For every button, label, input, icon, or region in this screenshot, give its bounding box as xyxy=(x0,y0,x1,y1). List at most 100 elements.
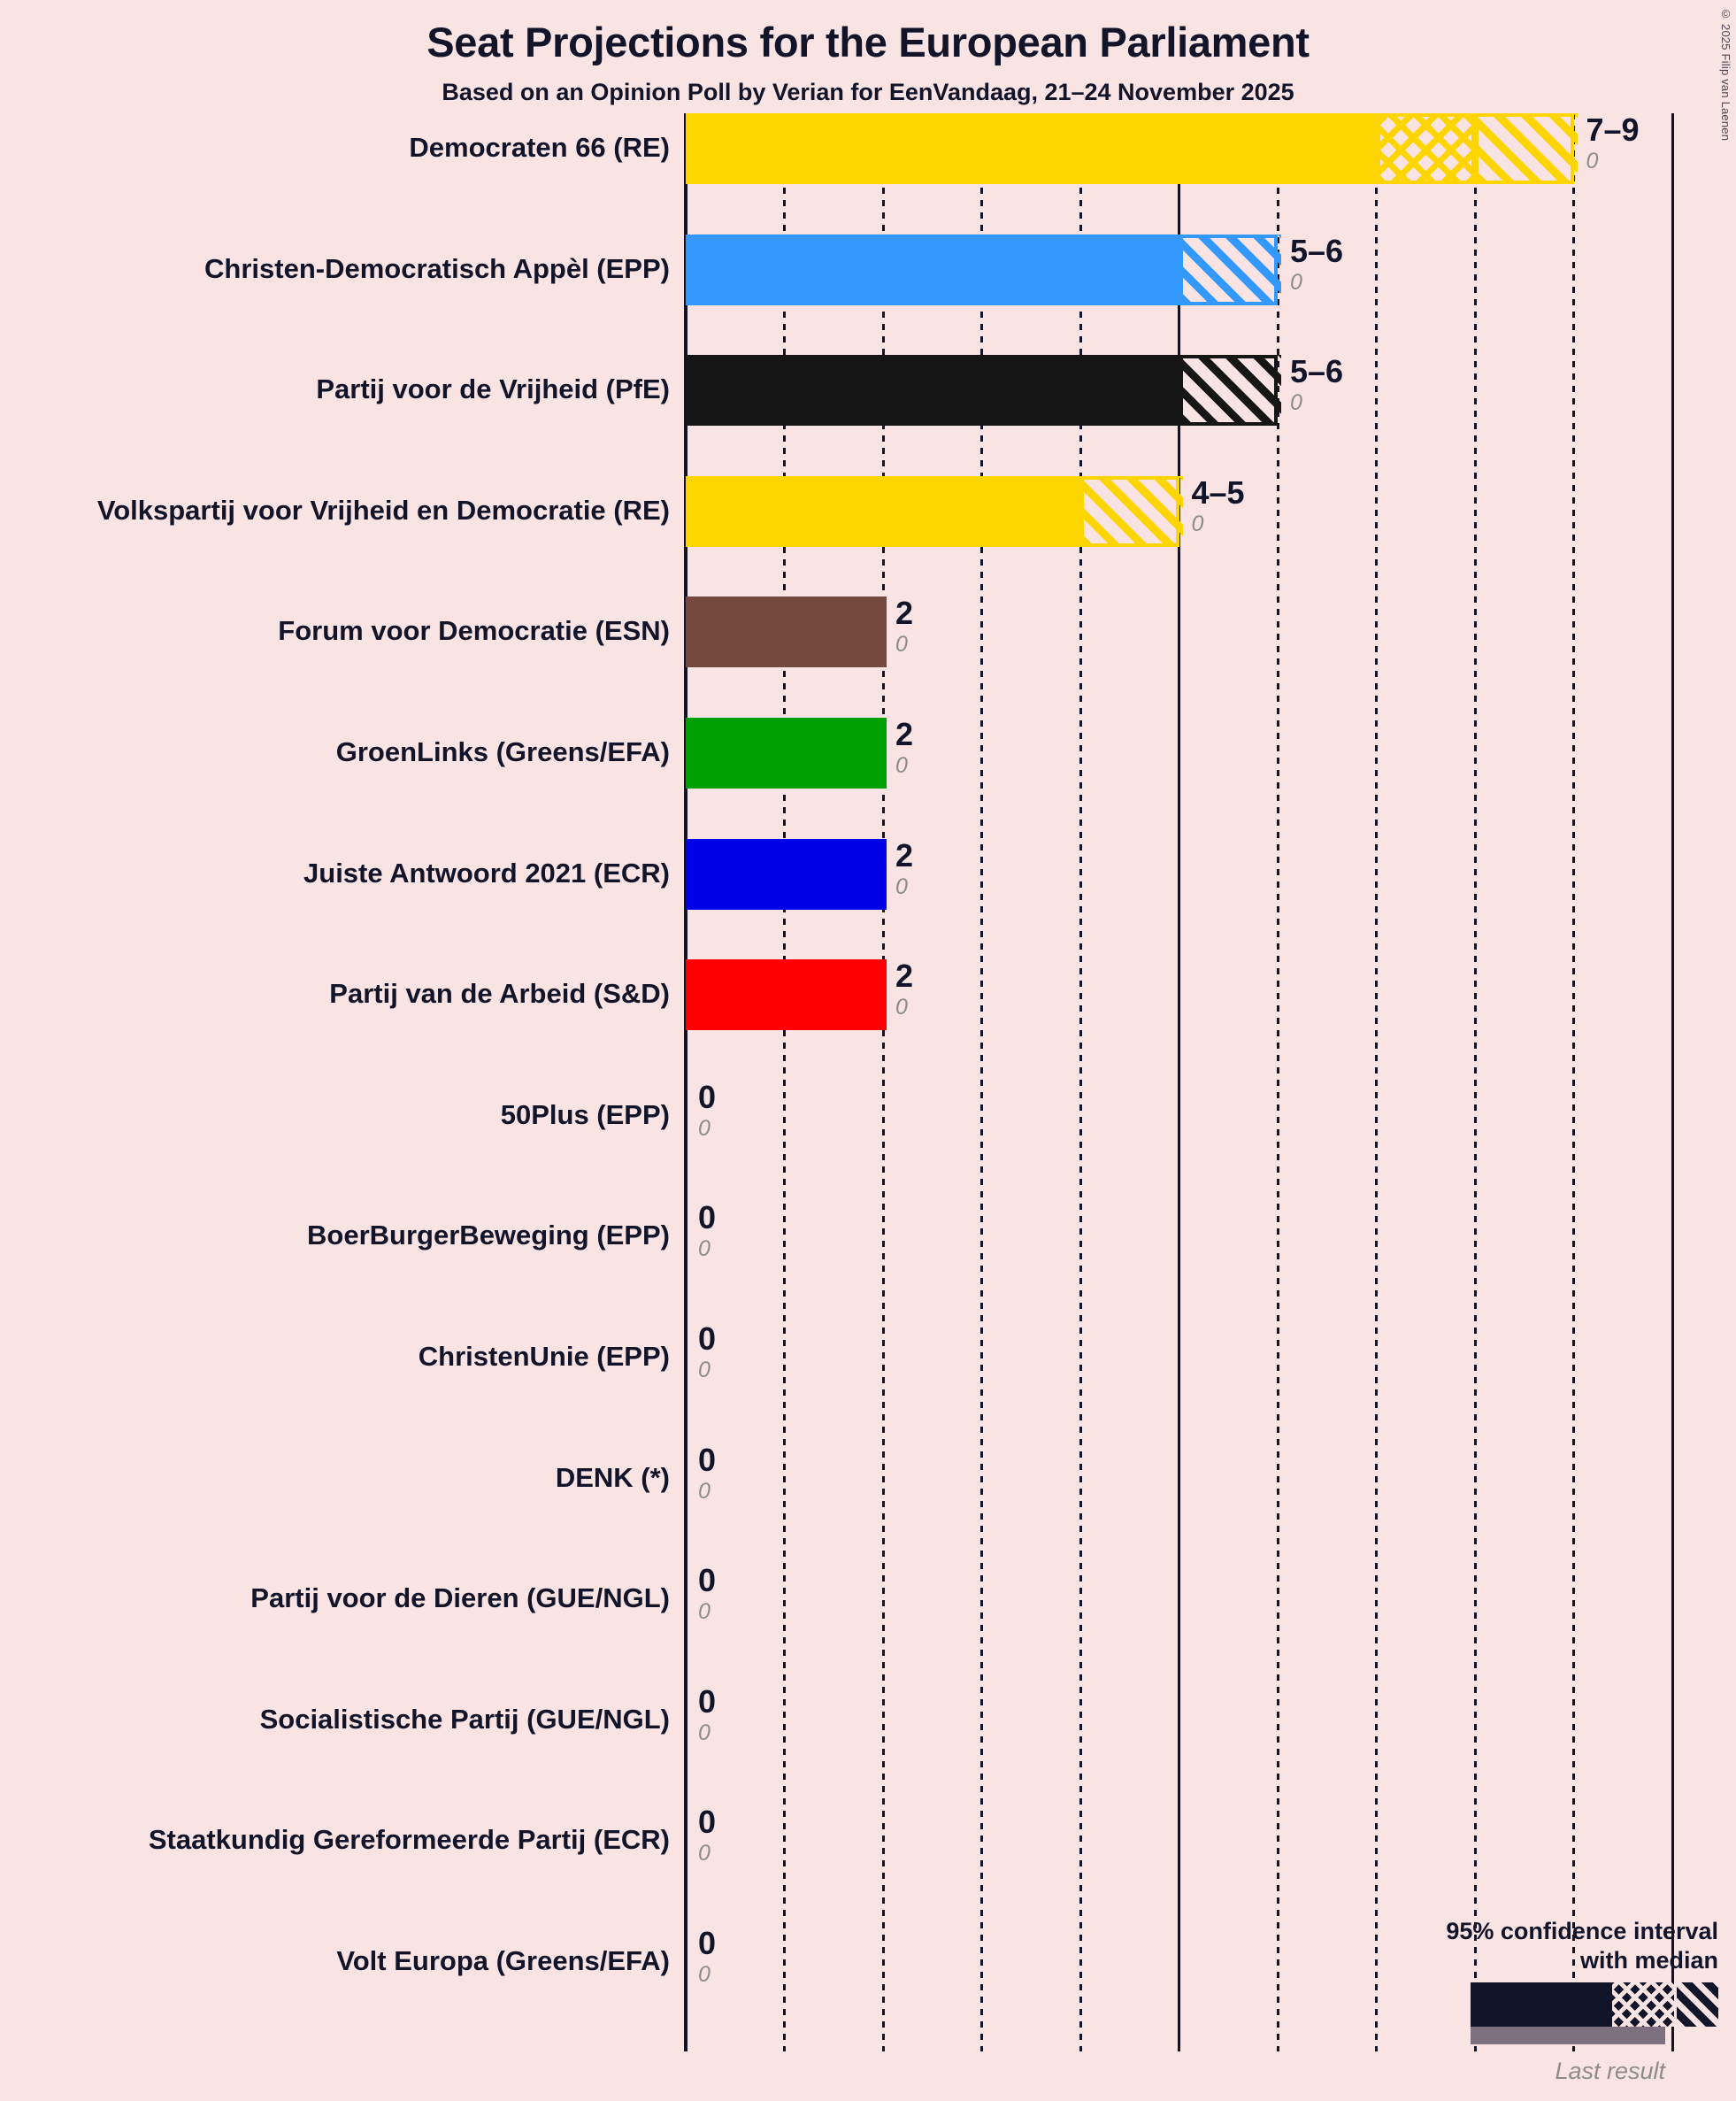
seat-value-label: 7–9 xyxy=(1586,112,1640,148)
legend-ci-bar xyxy=(1471,1982,1718,2027)
bar-median-segment xyxy=(686,113,1380,184)
gridline-4 xyxy=(1079,113,1082,2051)
legend-swatches xyxy=(1329,1982,1718,2057)
last-result-label: 0 xyxy=(1290,390,1302,416)
seat-value-label: 2 xyxy=(895,958,914,995)
last-result-label: 0 xyxy=(698,1720,711,1745)
category-label-1: Democraten 66 (RE) xyxy=(409,132,670,163)
bar-1 xyxy=(686,113,1578,184)
category-label-6: GroenLinks (Greens/EFA) xyxy=(335,736,670,767)
last-result-label: 0 xyxy=(895,632,908,658)
category-label-5: Forum voor Democratie (ESN) xyxy=(278,615,670,647)
bar-crosshatch-segment xyxy=(1376,113,1475,184)
page-title: Seat Projections for the European Parlia… xyxy=(426,19,1310,65)
bar-confidence-segment xyxy=(1179,234,1281,305)
last-result-label: 0 xyxy=(1191,511,1204,536)
bar-confidence-segment xyxy=(1080,475,1183,547)
bar-median-segment xyxy=(686,959,887,1031)
seat-value-label: 0 xyxy=(698,1320,717,1357)
seat-value-label: 0 xyxy=(698,1441,717,1478)
legend-line-1: 95% confidence interval xyxy=(1446,1918,1718,1944)
gridline-1 xyxy=(783,113,786,2051)
category-label-2: Christen-Democratisch Appèl (EPP) xyxy=(204,252,670,284)
legend-crosshatch-segment xyxy=(1612,1982,1674,2027)
gridline-9 xyxy=(1572,113,1575,2051)
legend-last-result-bar xyxy=(1471,2027,1665,2044)
category-label-16: Volt Europa (Greens/EFA) xyxy=(336,1945,670,1976)
bar-row: 5–6 0 xyxy=(686,233,1677,305)
seat-value-label: 2 xyxy=(895,716,914,752)
bar-6 xyxy=(686,718,887,789)
value-labels: 4–5 0 xyxy=(1192,474,1245,536)
chart-legend: 95% confidence interval with median Last… xyxy=(1329,1917,1718,2085)
bar-row: 4–5 0 xyxy=(686,474,1677,547)
bar-7 xyxy=(686,838,887,910)
category-label-15: Staatkundig Gereformeerde Partij (ECR) xyxy=(148,1824,670,1856)
bar-4 xyxy=(686,475,1183,547)
category-label-3: Partij voor de Vrijheid (PfE) xyxy=(316,373,670,405)
gridline-3 xyxy=(980,113,983,2051)
chart-subtitle: Based on an Opinion Poll by Verian for E… xyxy=(442,79,1294,105)
seat-value-label: 0 xyxy=(698,1804,717,1841)
value-labels: 5–6 0 xyxy=(1290,353,1343,415)
seat-value-label: 5–6 xyxy=(1290,232,1344,269)
category-label-10: BoerBurgerBeweging (EPP) xyxy=(307,1220,670,1251)
category-label-9: 50Plus (EPP) xyxy=(500,1098,670,1130)
seat-value-label: 5–6 xyxy=(1290,353,1344,390)
category-label-4: Volkspartij voor Vrijheid en Democratie … xyxy=(96,494,670,526)
last-result-label: 0 xyxy=(698,1478,711,1504)
bar-8 xyxy=(686,959,887,1031)
gridline-8 xyxy=(1473,113,1477,2051)
category-label-8: Partij van de Arbeid (S&D) xyxy=(329,978,670,1010)
seat-value-label: 0 xyxy=(698,1078,717,1115)
gridline-6 xyxy=(1276,113,1279,2051)
bar-row: 5–6 0 xyxy=(686,353,1677,427)
bar-median-segment xyxy=(686,355,1183,427)
last-result-label: 0 xyxy=(698,1236,711,1262)
seat-value-label: 0 xyxy=(698,1562,717,1599)
bar-median-segment xyxy=(686,718,887,789)
bar-median-segment xyxy=(686,234,1183,305)
plot-area: 7–9 0 5–6 0 5–6 0 4–5 0 2 0 2 0 2 0 2 0 0 0 0 0 0 0 0 0 0 0 0 0 0 0 0 0 xyxy=(684,112,1677,2051)
copyright-notice: © 2025 Filip van Laenen xyxy=(1719,7,1732,142)
last-result-label: 0 xyxy=(895,753,908,778)
gridline-10 xyxy=(1671,113,1674,2051)
last-result-label: 0 xyxy=(895,995,908,1020)
legend-line-2: with median xyxy=(1579,1947,1718,1974)
bar-median-segment xyxy=(686,838,887,910)
gridline-7 xyxy=(1375,113,1378,2051)
last-result-label: 0 xyxy=(698,1115,711,1141)
seat-value-label: 4–5 xyxy=(1191,473,1245,511)
category-label-12: DENK (*) xyxy=(555,1461,670,1493)
gridline-2 xyxy=(881,113,885,2051)
last-result-label: 0 xyxy=(698,1599,711,1625)
category-label-14: Socialistische Partij (GUE/NGL) xyxy=(259,1703,670,1735)
seat-value-label: 0 xyxy=(698,1682,717,1720)
seat-value-label: 0 xyxy=(698,1925,717,1961)
value-labels: 7–9 0 xyxy=(1586,112,1640,173)
value-labels: 5–6 0 xyxy=(1290,233,1343,295)
last-result-label: 0 xyxy=(895,873,908,899)
seat-value-label: 0 xyxy=(698,1199,717,1236)
bar-median-segment xyxy=(686,475,1084,547)
bar-2 xyxy=(686,234,1281,305)
bar-row: 7–9 0 xyxy=(686,112,1677,184)
